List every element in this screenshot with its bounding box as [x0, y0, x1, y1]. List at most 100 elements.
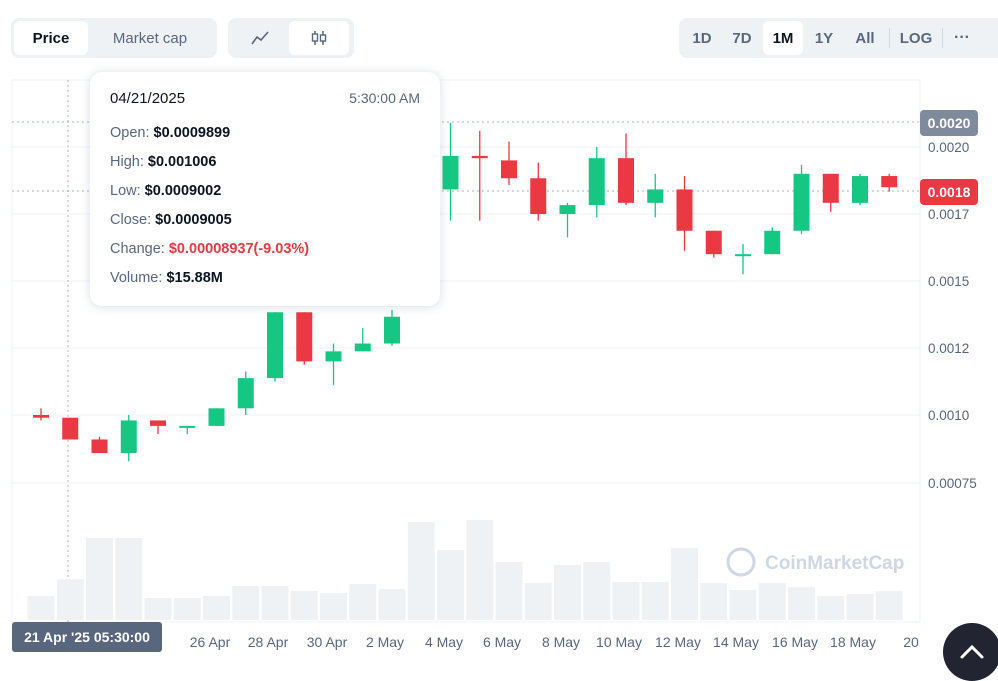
plot-frame	[11, 79, 921, 623]
candle-body	[237, 378, 254, 409]
chevron-up-icon	[960, 644, 984, 659]
volume-bar	[583, 562, 611, 620]
volume-bar	[144, 598, 172, 620]
volume-bar	[261, 586, 289, 620]
candle-body	[530, 178, 547, 214]
volume-bar	[846, 594, 874, 620]
scroll-top-button[interactable]	[943, 623, 998, 681]
volume-bar	[466, 520, 494, 620]
chart-type-toggle	[228, 18, 354, 58]
x-tick-label: 4 May	[425, 634, 463, 650]
volume-bar	[320, 593, 347, 620]
candle-body	[793, 173, 810, 231]
volume-bar	[817, 596, 845, 620]
candle-body	[618, 158, 634, 203]
range-7d[interactable]: 7D	[732, 29, 752, 47]
tooltip-low: Low: $0.0009002	[110, 183, 222, 199]
candle-body	[384, 316, 400, 344]
candle-body	[150, 420, 166, 426]
candle-body	[881, 176, 898, 188]
x-tick-label: 14 May	[713, 634, 759, 650]
volume-bar	[554, 565, 581, 620]
candle-body	[676, 189, 693, 231]
candle-body	[471, 155, 488, 159]
volume-bar	[641, 582, 669, 620]
candle-body	[735, 254, 751, 257]
tooltip-change: Change: $0.00008937(-9.03%)	[110, 241, 310, 257]
candle-body	[179, 425, 196, 428]
y-tick-label: 0.00075	[928, 476, 977, 491]
volume-bar	[729, 590, 757, 620]
candle-body	[296, 312, 313, 362]
line-chart-icon[interactable]	[231, 21, 289, 55]
x-tick-label: 6 May	[483, 634, 521, 650]
volume-bar	[290, 591, 318, 620]
tab-market-cap[interactable]: Market cap	[112, 29, 188, 47]
high-price-tag: 0.0020	[920, 110, 978, 136]
x-tick-label: 8 May	[542, 634, 580, 650]
tooltip-date: 04/21/2025	[110, 90, 186, 107]
volume-bar	[173, 598, 201, 620]
candle-body	[208, 408, 225, 426]
y-tick-label: 0.0012	[928, 341, 969, 356]
candle-body	[647, 189, 664, 203]
range-divider	[889, 28, 890, 48]
candle-body	[559, 205, 576, 214]
volume-bar	[875, 591, 903, 620]
candle-body	[705, 230, 722, 255]
tooltip-high: High: $0.001006	[110, 154, 217, 170]
tooltip-volume: Volume: $15.88M	[110, 270, 223, 286]
volume-bar	[115, 538, 143, 620]
watermark-logo-icon	[726, 547, 756, 577]
volume-bar	[612, 582, 640, 620]
range-1m[interactable]: 1M	[763, 21, 803, 55]
x-tick-label: 30 Apr	[307, 634, 348, 650]
tooltip-close: Close: $0.0009005	[110, 212, 232, 228]
volume-bar	[232, 586, 260, 620]
volume-bar	[56, 579, 84, 620]
range-1y[interactable]: 1Y	[814, 29, 834, 47]
tab-price[interactable]: Price	[14, 21, 88, 55]
volume-bar	[27, 596, 55, 620]
y-tick-label: 0.0015	[928, 274, 969, 289]
x-tick-label: 18 May	[830, 634, 876, 650]
candle-body	[501, 160, 517, 179]
range-all[interactable]: All	[855, 29, 875, 47]
y-tick-label: 0.0010	[928, 408, 969, 423]
price-marketcap-toggle: Price Market cap	[11, 18, 217, 58]
candle-body	[120, 420, 137, 454]
y-tick-label: 0.0020	[928, 140, 969, 155]
candle-body	[62, 417, 79, 440]
x-tick-label: 12 May	[655, 634, 701, 650]
candle-body	[325, 351, 342, 362]
volume-bar	[524, 583, 552, 620]
candle-body	[442, 155, 459, 190]
x-tick-label: 10 May	[596, 634, 642, 650]
x-tick-label: 2 May	[366, 634, 404, 650]
volume-bar	[407, 522, 435, 620]
candle-body	[764, 230, 781, 255]
candle-body	[33, 415, 49, 418]
log-scale-button[interactable]: LOG	[899, 29, 933, 47]
volume-bar	[378, 589, 406, 620]
volume-bar	[700, 583, 728, 620]
y-tick-label: 0.0017	[928, 207, 969, 222]
volume-bar	[203, 596, 230, 620]
range-1d[interactable]: 1D	[692, 29, 712, 47]
tooltip-open: Open: $0.0009899	[110, 125, 231, 141]
last-price-tag: 0.0018	[920, 179, 978, 205]
x-tick-label: 20	[903, 634, 919, 650]
volume-bar	[758, 583, 786, 620]
x-tick-label: 26 Apr	[190, 634, 231, 650]
volume-bar	[349, 584, 377, 620]
candlestick-icon[interactable]	[289, 21, 349, 55]
volume-bar	[495, 562, 523, 620]
tooltip-time: 5:30:00 AM	[349, 90, 420, 106]
candle-tooltip: 04/21/2025 5:30:00 AM Open: $0.0009899 H…	[90, 72, 440, 306]
range-selector: 1D 7D 1M 1Y All LOG ···	[679, 18, 998, 58]
candle-body	[852, 176, 868, 203]
watermark-text: CoinMarketCap	[765, 553, 904, 574]
more-options-icon[interactable]: ···	[954, 29, 970, 46]
candle-body	[588, 158, 605, 206]
